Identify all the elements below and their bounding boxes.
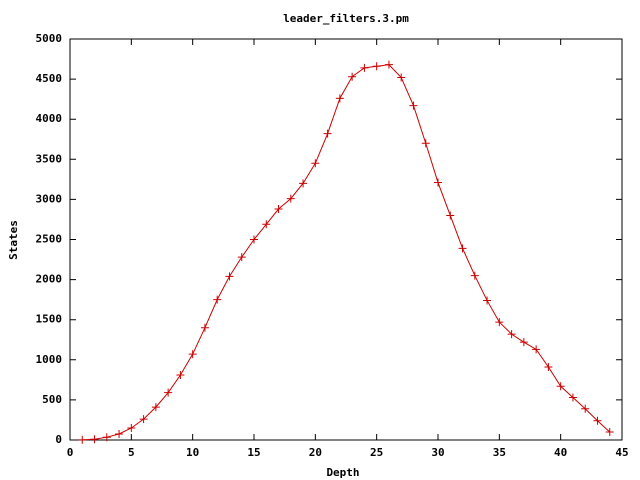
y-tick-label: 500 [42, 393, 62, 406]
point-marker [237, 253, 246, 262]
point-marker [605, 427, 614, 436]
point-marker [102, 433, 111, 442]
y-tick-label: 3000 [36, 192, 63, 205]
x-tick-label: 45 [615, 446, 628, 459]
point-marker [409, 101, 418, 110]
point-marker [397, 73, 406, 82]
x-tick-label: 35 [493, 446, 506, 459]
y-tick-label: 1500 [36, 313, 63, 326]
chart-title: leader_filters.3.pm [283, 12, 409, 25]
x-tick-label: 15 [247, 446, 260, 459]
y-tick-label: 5000 [36, 32, 63, 45]
point-marker [200, 323, 209, 332]
y-axis-label: States [7, 220, 20, 260]
point-marker [446, 211, 455, 220]
point-marker [188, 350, 197, 359]
point-marker [532, 345, 541, 354]
point-marker [78, 435, 87, 444]
point-marker [139, 415, 148, 424]
point-marker [127, 423, 136, 432]
point-marker [495, 318, 504, 327]
point-marker [421, 139, 430, 148]
point-marker [262, 220, 271, 229]
y-tick-label: 2500 [36, 233, 63, 246]
point-marker [213, 295, 222, 304]
point-marker [360, 63, 369, 72]
point-marker [90, 435, 99, 444]
y-tick-label: 3500 [36, 152, 63, 165]
x-tick-label: 40 [554, 446, 567, 459]
y-tick-label: 2000 [36, 273, 63, 286]
point-marker [519, 338, 528, 347]
point-marker [299, 179, 308, 188]
point-marker [286, 194, 295, 203]
point-marker [556, 382, 565, 391]
x-tick-label: 30 [431, 446, 444, 459]
point-marker [470, 271, 479, 280]
point-marker [384, 60, 393, 69]
point-marker [581, 404, 590, 413]
x-tick-label: 25 [370, 446, 383, 459]
point-marker [507, 330, 516, 339]
point-marker [250, 235, 258, 244]
point-marker [274, 205, 283, 214]
point-marker [348, 72, 357, 81]
point-marker [225, 272, 234, 281]
point-marker [372, 62, 381, 71]
point-marker [434, 178, 442, 187]
point-marker [323, 129, 332, 138]
point-marker [115, 429, 124, 438]
data-line [82, 64, 611, 441]
point-marker [176, 371, 185, 380]
y-tick-label: 1000 [36, 353, 63, 366]
point-marker [311, 159, 320, 168]
x-tick-label: 20 [309, 446, 322, 459]
y-tick-label: 4500 [36, 72, 63, 85]
x-tick-label: 5 [128, 446, 135, 459]
x-axis-label: Depth [326, 466, 359, 479]
point-marker [544, 363, 553, 372]
x-tick-label: 10 [186, 446, 199, 459]
point-marker [335, 94, 344, 103]
point-marker [593, 416, 602, 425]
point-marker [164, 388, 173, 397]
point-marker [568, 393, 577, 402]
y-tick-label: 0 [55, 433, 62, 446]
point-marker [458, 244, 467, 253]
y-tick-label: 4000 [36, 112, 63, 125]
point-marker [151, 403, 160, 412]
point-marker [483, 296, 492, 305]
x-tick-label: 0 [67, 446, 74, 459]
